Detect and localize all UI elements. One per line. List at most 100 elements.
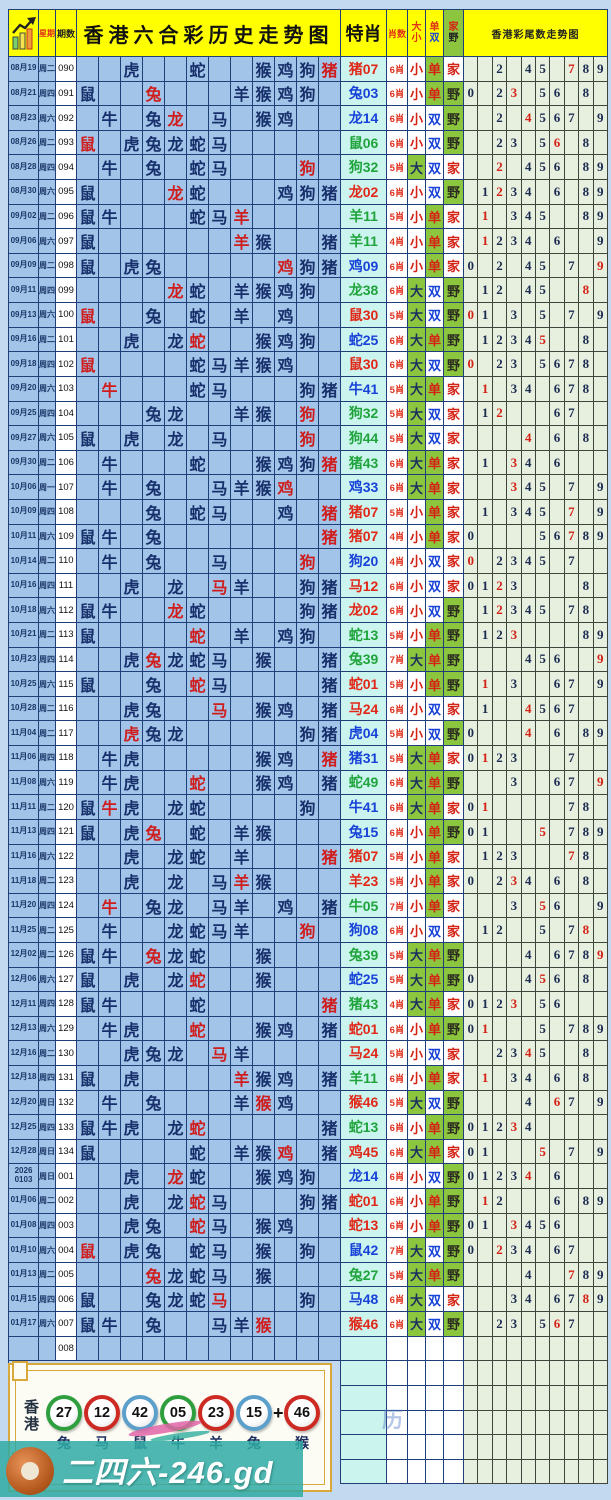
zodiac-cell [99,819,121,845]
tail-digit-cell [593,696,608,722]
zodiac-cell [99,869,121,894]
home-wild-cell: 家 [444,893,464,919]
tail-digit-cell: 3 [507,499,522,525]
zodiac-cell: 虎 [121,327,143,353]
zodiac-count-cell: 6肖 [387,918,408,943]
tail-digit-cell: 5 [535,1139,551,1165]
zodiac-cell [121,376,143,402]
tail-digit-cell [564,81,580,107]
home-wild-cell: 家 [444,229,464,254]
tail-digit-cell: 0 [464,81,479,107]
odd-even-cell: 双 [426,721,444,747]
zodiac-cell [319,1164,341,1190]
weekday-cell: 周六 [39,303,56,328]
zodiac-cell [209,401,231,427]
zodiac-cell: 龙 [165,426,187,451]
big-small-cell [408,1361,426,1386]
date-cell: 09月18 [9,352,39,377]
tail-digit-cell [492,204,508,230]
date-cell: 12月25 [9,1115,39,1140]
zodiac-cell: 蛇 [187,450,209,476]
odd-even-cell: 双 [426,130,444,156]
tail-digit-cell: 8 [579,819,594,845]
home-wild-cell: 家 [444,475,464,500]
tail-digit-cell: 8 [579,795,594,820]
ball-number: 46 [284,1395,320,1431]
odd-even-cell: 单 [426,327,444,353]
tail-digit-cell: 2 [492,573,508,599]
zodiac-cell: 虎 [121,819,143,845]
tail-digit-cell [507,57,522,82]
tail-digit-cell: 4 [521,1065,536,1091]
zodiac-cell: 兔 [143,721,165,747]
tail-digit-cell [550,1016,565,1042]
tail-digit-cell: 6 [550,869,565,894]
tail-digit-cell: 0 [464,1238,479,1263]
zodiac-cell: 猴 [253,647,275,673]
weekday-cell [39,1336,56,1362]
tail-digit-cell [492,1435,508,1460]
big-small-cell: 大 [408,155,426,181]
zodiac-cell: 猴 [253,229,275,254]
home-wild-cell: 野 [444,942,464,968]
zodiac-cell: 蛇 [187,844,209,870]
tail-digit-cell [550,1139,565,1165]
tail-digit-cell [492,819,508,845]
zodiac-cell: 兔 [143,1090,165,1116]
zodiac-cell: 猴 [253,1139,275,1165]
tail-digit-cell [579,1164,594,1190]
tail-digit-cell [464,499,479,525]
tail-digit-cell [492,1410,508,1436]
period-cell: 123 [56,869,77,894]
zodiac-cell [253,155,275,181]
date-cell: 08月30 [9,180,39,205]
tail-digit-cell [464,155,479,181]
zodiac-cell [275,524,297,550]
big-small-cell: 大 [408,376,426,402]
zodiac-count-cell: 5肖 [387,426,408,451]
zodiac-cell [187,475,209,500]
zodiac-cell [253,1041,275,1066]
tail-digit-cell: 5 [535,1041,551,1066]
tail-digit-cell [492,721,508,747]
zodiac-cell [187,253,209,279]
zodiac-cell [297,1262,319,1288]
tail-digit-cell [593,1213,608,1239]
tail-digit-cell: 2 [492,869,508,894]
tail-digit-cell: 4 [521,450,536,476]
home-wild-cell: 家 [444,795,464,820]
tail-digit-cell [464,426,479,451]
zodiac-cell [275,426,297,451]
zodiac-cell [275,549,297,574]
tail-digit-cell [478,106,493,131]
zodiac-cell: 猴 [253,278,275,304]
home-wild-cell: 家 [444,844,464,870]
zodiac-cell [165,992,187,1017]
tail-digit-cell: 4 [521,376,536,402]
special-result-cell: 猪07 [341,57,387,82]
zodiac-cell: 马 [209,204,231,230]
tail-digit-cell: 9 [593,57,608,82]
tail-digit-cell: 8 [579,1041,594,1066]
tail-digit-cell [492,967,508,993]
big-small-cell: 大 [408,1312,426,1337]
weekday-cell: 周一 [39,475,56,500]
zodiac-cell [253,524,275,550]
odd-even-cell: 单 [426,204,444,230]
tail-digit-cell: 4 [521,1262,536,1288]
special-result-cell: 牛05 [341,893,387,919]
tail-digit-cell [507,1410,522,1436]
tail-digit-cell [464,475,479,500]
zodiac-cell [77,106,99,131]
tail-digit-cell: 9 [593,499,608,525]
tail-digit-cell: 7 [564,499,580,525]
zodiac-cell: 鼠 [77,1287,99,1313]
tail-digit-cell: 8 [579,130,594,156]
zodiac-cell [209,746,231,771]
zodiac-cell: 羊 [231,869,253,894]
zodiac-cell: 牛 [99,1312,121,1337]
special-result-cell: 龙02 [341,598,387,624]
odd-even-cell: 单 [426,524,444,550]
zodiac-cell [77,278,99,304]
zodiac-cell [99,967,121,993]
